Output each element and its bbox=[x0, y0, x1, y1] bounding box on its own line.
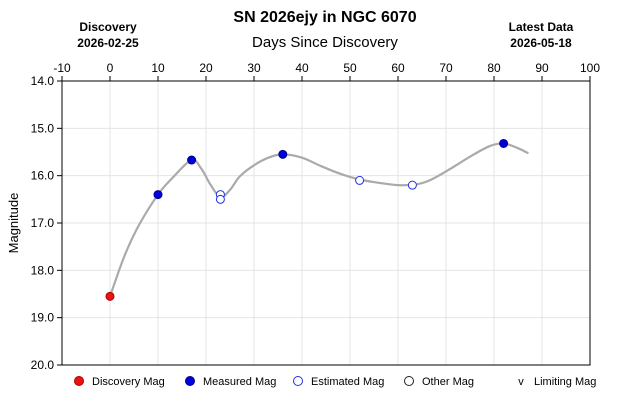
x-tick-label: 80 bbox=[487, 61, 501, 75]
legend-label: Measured Mag bbox=[203, 376, 276, 388]
legend-label: Discovery Mag bbox=[92, 376, 165, 388]
legend-label: Other Mag bbox=[422, 376, 474, 388]
x-tick-label: 50 bbox=[343, 61, 357, 75]
x-tick-label: 90 bbox=[535, 61, 549, 75]
light-curve-line bbox=[108, 142, 529, 298]
open-blue-circle-icon bbox=[293, 376, 303, 386]
x-tick-label: 60 bbox=[391, 61, 405, 75]
open-blue-point bbox=[407, 180, 417, 190]
y-tick-label: 18.0 bbox=[31, 263, 55, 277]
filled-blue-point bbox=[499, 138, 509, 148]
filled-blue-point bbox=[153, 190, 163, 200]
data-points bbox=[105, 138, 509, 301]
filled-red-point bbox=[105, 291, 115, 301]
legend-label: Limiting Mag bbox=[534, 376, 596, 388]
legend: Discovery Mag Measured Mag Estimated Mag Ot… bbox=[74, 376, 596, 388]
y-tick-label: 17.0 bbox=[31, 216, 55, 230]
x-tick-label: 0 bbox=[107, 61, 114, 75]
plot-frame bbox=[61, 80, 591, 366]
discovery-label: Discovery bbox=[79, 20, 137, 34]
x-tick-label: 40 bbox=[295, 61, 309, 75]
legend-label: Estimated Mag bbox=[311, 376, 384, 388]
y-tick-label: 16.0 bbox=[31, 169, 55, 183]
latest-data-date: 2026-05-18 bbox=[510, 36, 572, 50]
chart-title: SN 2026ejy in NGC 6070 bbox=[233, 9, 416, 26]
y-axis-label: Magnitude bbox=[6, 193, 21, 254]
filled-blue-circle-icon bbox=[185, 376, 195, 386]
x-axis-ticks: -10 0 10 20 30 40 50 60 70 80 90 100 bbox=[53, 61, 600, 81]
x-tick-label: 10 bbox=[151, 61, 165, 75]
open-blue-point bbox=[215, 194, 225, 204]
x-tick-label: 70 bbox=[439, 61, 453, 75]
y-axis-ticks: 14.0 15.0 16.0 17.0 18.0 19.0 20.0 bbox=[31, 74, 62, 372]
discovery-date: 2026-02-25 bbox=[77, 36, 139, 50]
x-axis-label: Days Since Discovery bbox=[252, 34, 398, 51]
y-tick-label: 20.0 bbox=[31, 358, 55, 372]
y-tick-label: 15.0 bbox=[31, 121, 55, 135]
y-tick-label: 19.0 bbox=[31, 311, 55, 325]
x-tick-label: 20 bbox=[199, 61, 213, 75]
x-tick-label: 100 bbox=[580, 61, 600, 75]
open-blue-point bbox=[355, 175, 365, 185]
filled-blue-point bbox=[187, 155, 197, 165]
y-tick-label: 14.0 bbox=[31, 74, 55, 88]
filled-red-circle-icon bbox=[74, 376, 84, 386]
v-marker-icon: v bbox=[518, 376, 524, 388]
open-black-circle-icon bbox=[404, 376, 414, 386]
latest-data-label: Latest Data bbox=[509, 20, 574, 34]
x-tick-label: 30 bbox=[247, 61, 261, 75]
filled-blue-point bbox=[278, 149, 288, 159]
x-tick-label: -10 bbox=[53, 61, 71, 75]
